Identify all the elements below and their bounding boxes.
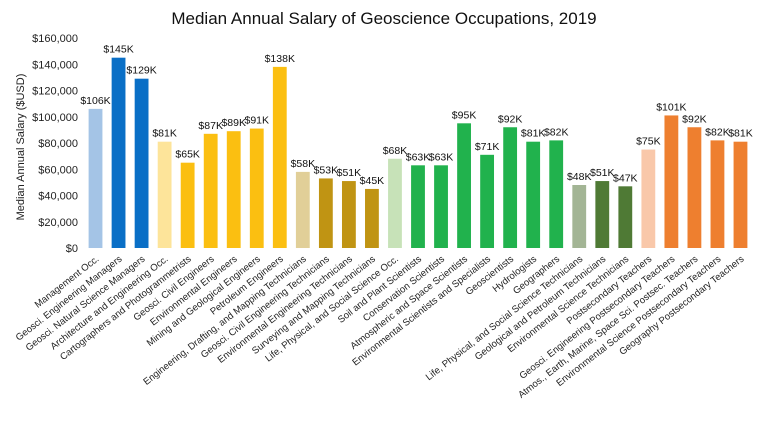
y-tick-label: $20,000 xyxy=(38,217,78,229)
data-label: $68K xyxy=(383,145,408,157)
bar xyxy=(480,154,495,248)
data-label: $106K xyxy=(80,95,110,107)
bar xyxy=(664,115,679,248)
data-labels-group: $106K $145K $129K $81K $65K $87K$89K$91K $138K… xyxy=(80,44,752,187)
data-label: $81K xyxy=(152,128,177,140)
data-label: $58K xyxy=(291,158,316,170)
data-label: $47K xyxy=(613,172,638,184)
bar xyxy=(411,165,425,248)
data-label: $81K xyxy=(728,128,753,140)
bar xyxy=(572,185,587,248)
data-label: $129K xyxy=(126,65,156,77)
y-tick-label: $120,000 xyxy=(32,86,78,98)
bar xyxy=(503,127,518,248)
data-label: $81K xyxy=(521,128,546,140)
y-tick-label: $160,000 xyxy=(32,33,78,45)
data-label: $63K xyxy=(406,151,431,163)
bar xyxy=(272,66,287,249)
data-label: $82K xyxy=(705,126,730,138)
bar xyxy=(318,178,333,248)
data-label: $48K xyxy=(567,171,592,183)
data-label: $95K xyxy=(452,109,477,121)
y-axis: $0 $20,000 $40,000 $60,000 $80,000 $100,000 $1… xyxy=(32,33,78,255)
data-label: $145K xyxy=(103,44,133,56)
data-label: $101K xyxy=(656,101,686,113)
y-tick-label: $140,000 xyxy=(32,59,78,71)
bar xyxy=(295,171,310,249)
y-tick-label: $80,000 xyxy=(38,138,78,150)
data-label: $87K xyxy=(198,120,223,132)
data-label: $45K xyxy=(360,175,385,187)
chart-title: Median Annual Salary of Geoscience Occup… xyxy=(171,9,596,28)
data-label: $82K xyxy=(544,126,569,138)
data-label: $51K xyxy=(590,167,615,179)
bar xyxy=(203,133,218,248)
y-tick-label: $40,000 xyxy=(38,191,78,203)
data-label: $71K xyxy=(475,141,500,153)
bar xyxy=(687,127,702,248)
data-label: $92K xyxy=(682,113,707,125)
bar xyxy=(365,188,379,248)
data-label: $53K xyxy=(314,164,339,176)
data-label: $138K xyxy=(265,53,295,65)
y-tick-label: $100,000 xyxy=(32,112,78,124)
data-label: $65K xyxy=(175,149,200,161)
bar xyxy=(388,158,402,248)
bar xyxy=(249,128,264,248)
bar xyxy=(641,149,656,248)
bar xyxy=(595,181,610,248)
bars-group xyxy=(88,57,748,249)
bar xyxy=(157,141,172,248)
bar xyxy=(457,123,471,248)
bar xyxy=(733,141,748,248)
data-label: $63K xyxy=(429,151,454,163)
x-axis: Management Occ.Geosci. Engineering Manag… xyxy=(14,254,747,401)
data-label: $51K xyxy=(337,167,362,179)
data-label: $75K xyxy=(636,136,661,148)
bar xyxy=(526,141,541,248)
y-tick-label: $60,000 xyxy=(38,164,78,176)
y-tick-label: $0 xyxy=(66,243,78,255)
bar xyxy=(88,108,103,249)
bar xyxy=(434,165,448,248)
bar xyxy=(549,140,564,249)
bar xyxy=(134,78,149,248)
data-label: $92K xyxy=(498,113,523,125)
bar xyxy=(111,57,126,248)
bar xyxy=(180,162,195,248)
bar xyxy=(341,181,356,248)
bar xyxy=(618,186,633,248)
data-label: $91K xyxy=(244,115,269,127)
y-axis-label: Median Annual Salary ($USD) xyxy=(15,74,27,221)
bar xyxy=(226,131,241,248)
bar xyxy=(710,140,725,249)
data-label: $89K xyxy=(221,117,246,129)
